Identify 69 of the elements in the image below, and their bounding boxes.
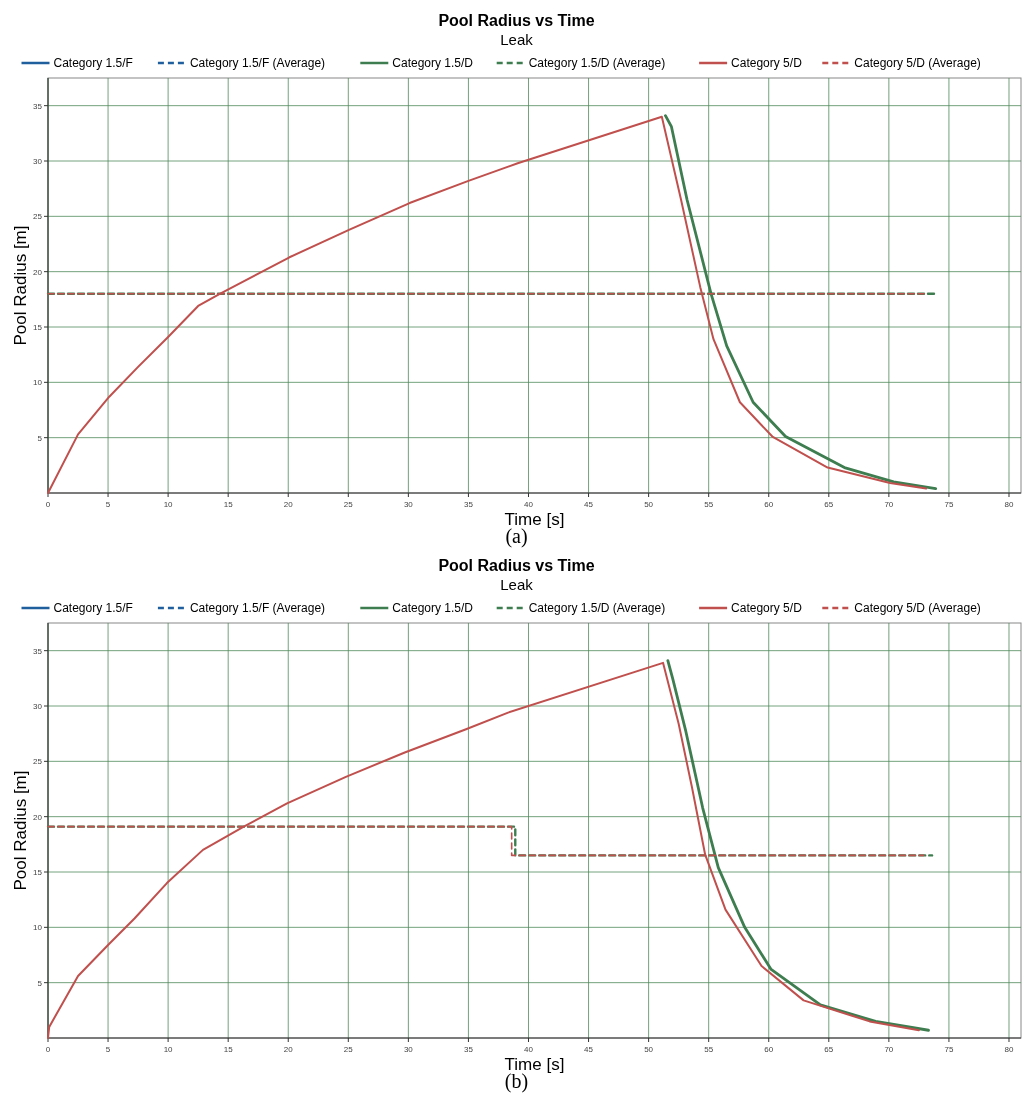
chart-subtitle: Leak bbox=[500, 31, 534, 48]
x-tick-label: 10 bbox=[163, 500, 174, 509]
y-tick-label: 20 bbox=[33, 812, 43, 822]
line-series bbox=[664, 114, 938, 490]
x-tick-label: 5 bbox=[105, 500, 111, 509]
x-tick-label: 0 bbox=[45, 500, 51, 509]
x-tick-label: 75 bbox=[944, 500, 954, 509]
x-tick-label: 30 bbox=[403, 1045, 414, 1054]
x-tick-label: 70 bbox=[884, 500, 894, 509]
y-tick-label: 5 bbox=[37, 433, 43, 443]
legend-label: Category 5/D bbox=[731, 56, 803, 70]
y-tick-label: 10 bbox=[33, 923, 43, 933]
x-tick-label: 45 bbox=[584, 500, 594, 509]
legend-label: Category 1.5/F (Average) bbox=[189, 56, 326, 70]
legend-label: Category 1.5/F bbox=[53, 601, 133, 615]
y-tick-label: 10 bbox=[33, 378, 43, 388]
x-tick-label: 5 bbox=[105, 1045, 111, 1054]
x-tick-label: 40 bbox=[524, 1045, 534, 1054]
legend-label: Category 5/D (Average) bbox=[854, 56, 981, 70]
x-tick-label: 25 bbox=[343, 1045, 354, 1054]
legend-label: Category 1.5/F (Average) bbox=[189, 601, 326, 615]
x-tick-label: 15 bbox=[223, 1045, 234, 1054]
x-tick-label: 50 bbox=[644, 500, 654, 509]
y-tick-label: 15 bbox=[33, 323, 43, 332]
x-tick-label: 80 bbox=[1004, 500, 1014, 509]
x-tick-label: 65 bbox=[824, 500, 834, 509]
line-series bbox=[47, 115, 928, 494]
y-tick-label: 15 bbox=[33, 868, 43, 877]
y-axis-title: Pool Radius [m] bbox=[11, 225, 30, 346]
x-tick-label: 25 bbox=[343, 500, 354, 509]
x-tick-label: 45 bbox=[584, 1045, 594, 1054]
y-tick-label: 35 bbox=[33, 101, 43, 111]
line-series bbox=[47, 661, 920, 1039]
y-tick-label: 30 bbox=[33, 157, 43, 166]
x-tick-label: 35 bbox=[463, 1045, 474, 1054]
x-tick-label: 80 bbox=[1004, 1045, 1014, 1054]
y-tick-label: 20 bbox=[33, 267, 43, 277]
legend-label: Category 1.5/D bbox=[392, 56, 474, 70]
chart-subtitle: Leak bbox=[500, 576, 534, 593]
x-tick-label: 30 bbox=[403, 500, 414, 509]
x-tick-label: 35 bbox=[463, 500, 474, 509]
chart-title: Pool Radius vs Time bbox=[438, 557, 595, 574]
x-tick-label: 20 bbox=[283, 500, 294, 509]
x-tick-label: 70 bbox=[884, 1045, 894, 1054]
x-tick-label: 50 bbox=[644, 1045, 654, 1054]
y-tick-label: 25 bbox=[33, 212, 43, 222]
legend-label: Category 5/D bbox=[731, 601, 803, 615]
y-tick-label: 5 bbox=[37, 978, 43, 988]
y-tick-label: 30 bbox=[33, 702, 43, 711]
legend-label: Category 1.5/D (Average) bbox=[528, 601, 666, 615]
legend-label: Category 1.5/D bbox=[392, 601, 474, 615]
x-tick-label: 0 bbox=[45, 1045, 51, 1054]
legend-label: Category 5/D (Average) bbox=[854, 601, 981, 615]
y-tick-label: 35 bbox=[33, 646, 43, 656]
chart-title: Pool Radius vs Time bbox=[438, 12, 595, 29]
y-axis-title: Pool Radius [m] bbox=[11, 770, 30, 891]
y-tick-label: 25 bbox=[33, 757, 43, 767]
x-tick-label: 20 bbox=[283, 1045, 294, 1054]
x-tick-label: 55 bbox=[704, 500, 714, 509]
x-tick-label: 75 bbox=[944, 1045, 954, 1054]
x-tick-label: 10 bbox=[163, 1045, 174, 1054]
x-tick-label: 40 bbox=[524, 500, 534, 509]
legend-label: Category 1.5/F bbox=[53, 56, 133, 70]
x-tick-label: 55 bbox=[704, 1045, 714, 1054]
x-tick-label: 60 bbox=[764, 1045, 774, 1054]
x-tick-label: 60 bbox=[764, 500, 774, 509]
x-tick-label: 65 bbox=[824, 1045, 834, 1054]
x-tick-label: 15 bbox=[223, 500, 234, 509]
legend-label: Category 1.5/D (Average) bbox=[528, 56, 666, 70]
